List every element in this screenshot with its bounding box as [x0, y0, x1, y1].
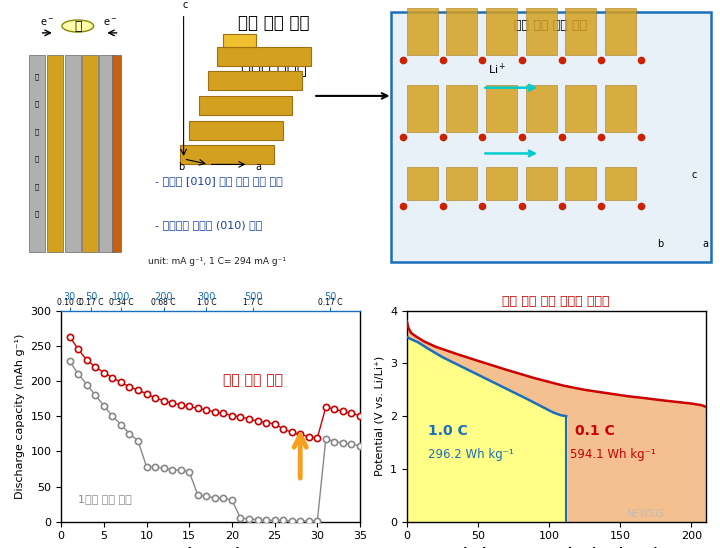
FancyBboxPatch shape	[407, 8, 438, 55]
FancyBboxPatch shape	[407, 85, 438, 132]
FancyBboxPatch shape	[605, 85, 636, 132]
X-axis label: Cycle number: Cycle number	[163, 547, 258, 548]
FancyBboxPatch shape	[605, 167, 636, 200]
Bar	[47, 55, 63, 252]
Text: 0.10 C: 0.10 C	[58, 298, 82, 307]
FancyBboxPatch shape	[526, 167, 557, 200]
FancyBboxPatch shape	[526, 8, 557, 55]
FancyBboxPatch shape	[446, 8, 477, 55]
Text: 섹: 섹	[35, 128, 39, 135]
Bar	[99, 55, 115, 252]
FancyBboxPatch shape	[391, 12, 711, 262]
Text: b: b	[657, 238, 663, 249]
FancyBboxPatch shape	[486, 85, 517, 132]
Text: - 우세하게 노출된 (010) 표면: - 우세하게 노출된 (010) 표면	[155, 220, 262, 230]
Text: b: b	[179, 162, 185, 172]
Text: 리: 리	[35, 156, 39, 162]
Text: c: c	[183, 0, 188, 10]
Text: 0.17 C: 0.17 C	[318, 298, 343, 307]
Text: 고출력, 고에너지 리튀 배터리 달성: 고출력, 고에너지 리튀 배터리 달성	[269, 271, 451, 289]
FancyBboxPatch shape	[446, 167, 477, 200]
Text: unit: mA g⁻¹, 1 C= 294 mA g⁻¹: unit: mA g⁻¹, 1 C= 294 mA g⁻¹	[148, 258, 286, 266]
FancyBboxPatch shape	[208, 71, 302, 90]
X-axis label: Discharge capacity (mAh g⁻¹): Discharge capacity (mAh g⁻¹)	[453, 547, 660, 548]
Title: 나노 계층 구조 바나듑 산화물: 나노 계층 구조 바나듑 산화물	[503, 295, 610, 308]
Text: 0.34 C: 0.34 C	[109, 298, 133, 307]
Text: 0.68 C: 0.68 C	[151, 298, 176, 307]
Text: 빠른 리튀 이온 확산: 빠른 리튀 이온 확산	[514, 19, 588, 32]
Y-axis label: Discharge capacity (mAh g⁻¹): Discharge capacity (mAh g⁻¹)	[15, 334, 24, 499]
Text: c: c	[691, 170, 696, 180]
Y-axis label: Potential (V vs. Li/Li⁺): Potential (V vs. Li/Li⁺)	[374, 356, 384, 476]
FancyBboxPatch shape	[605, 8, 636, 55]
Circle shape	[62, 20, 94, 32]
FancyBboxPatch shape	[407, 167, 438, 200]
Text: 1차원 나노 구조: 1차원 나노 구조	[78, 494, 132, 504]
Text: 💡: 💡	[74, 20, 81, 32]
Text: 594.1 Wh kg⁻¹: 594.1 Wh kg⁻¹	[570, 448, 656, 461]
Text: 바나듑 산화물: 바나듑 산화물	[240, 60, 307, 78]
Bar	[112, 55, 121, 252]
Text: a: a	[702, 238, 708, 249]
Bar	[82, 55, 98, 252]
Text: 리: 리	[35, 73, 39, 80]
FancyBboxPatch shape	[217, 47, 311, 66]
Text: 이: 이	[35, 101, 39, 107]
FancyBboxPatch shape	[565, 167, 596, 200]
FancyBboxPatch shape	[565, 85, 596, 132]
FancyBboxPatch shape	[446, 85, 477, 132]
FancyBboxPatch shape	[526, 85, 557, 132]
Text: a: a	[256, 162, 261, 172]
FancyBboxPatch shape	[199, 96, 292, 115]
FancyBboxPatch shape	[486, 167, 517, 200]
Text: Li$^+$: Li$^+$	[487, 61, 506, 77]
Bar	[65, 55, 81, 252]
Text: e$^-$: e$^-$	[103, 17, 117, 28]
Text: e$^-$: e$^-$	[40, 17, 54, 28]
Text: 1.0 C: 1.0 C	[428, 424, 468, 438]
Text: 배: 배	[35, 183, 39, 190]
Text: 1.0 C: 1.0 C	[197, 298, 216, 307]
FancyBboxPatch shape	[565, 8, 596, 55]
FancyBboxPatch shape	[189, 121, 283, 140]
Text: 나노 계층 구조: 나노 계층 구조	[238, 14, 310, 32]
FancyBboxPatch shape	[223, 34, 256, 47]
FancyBboxPatch shape	[486, 8, 517, 55]
Text: 296.2 Wh kg⁻¹: 296.2 Wh kg⁻¹	[428, 448, 514, 461]
Text: 나노 계층 구조: 나노 계층 구조	[223, 374, 284, 387]
Text: 1.7 C: 1.7 C	[243, 298, 263, 307]
Bar	[29, 55, 45, 252]
Text: 리: 리	[35, 210, 39, 217]
Text: 0.1 C: 0.1 C	[575, 424, 614, 438]
FancyBboxPatch shape	[180, 145, 274, 164]
Text: 0.17 C: 0.17 C	[78, 298, 104, 307]
Text: NEWSIS: NEWSIS	[626, 510, 665, 520]
Text: - 단축된 [010] 리튀 이온 확산 경로: - 단축된 [010] 리튀 이온 확산 경로	[155, 176, 282, 186]
